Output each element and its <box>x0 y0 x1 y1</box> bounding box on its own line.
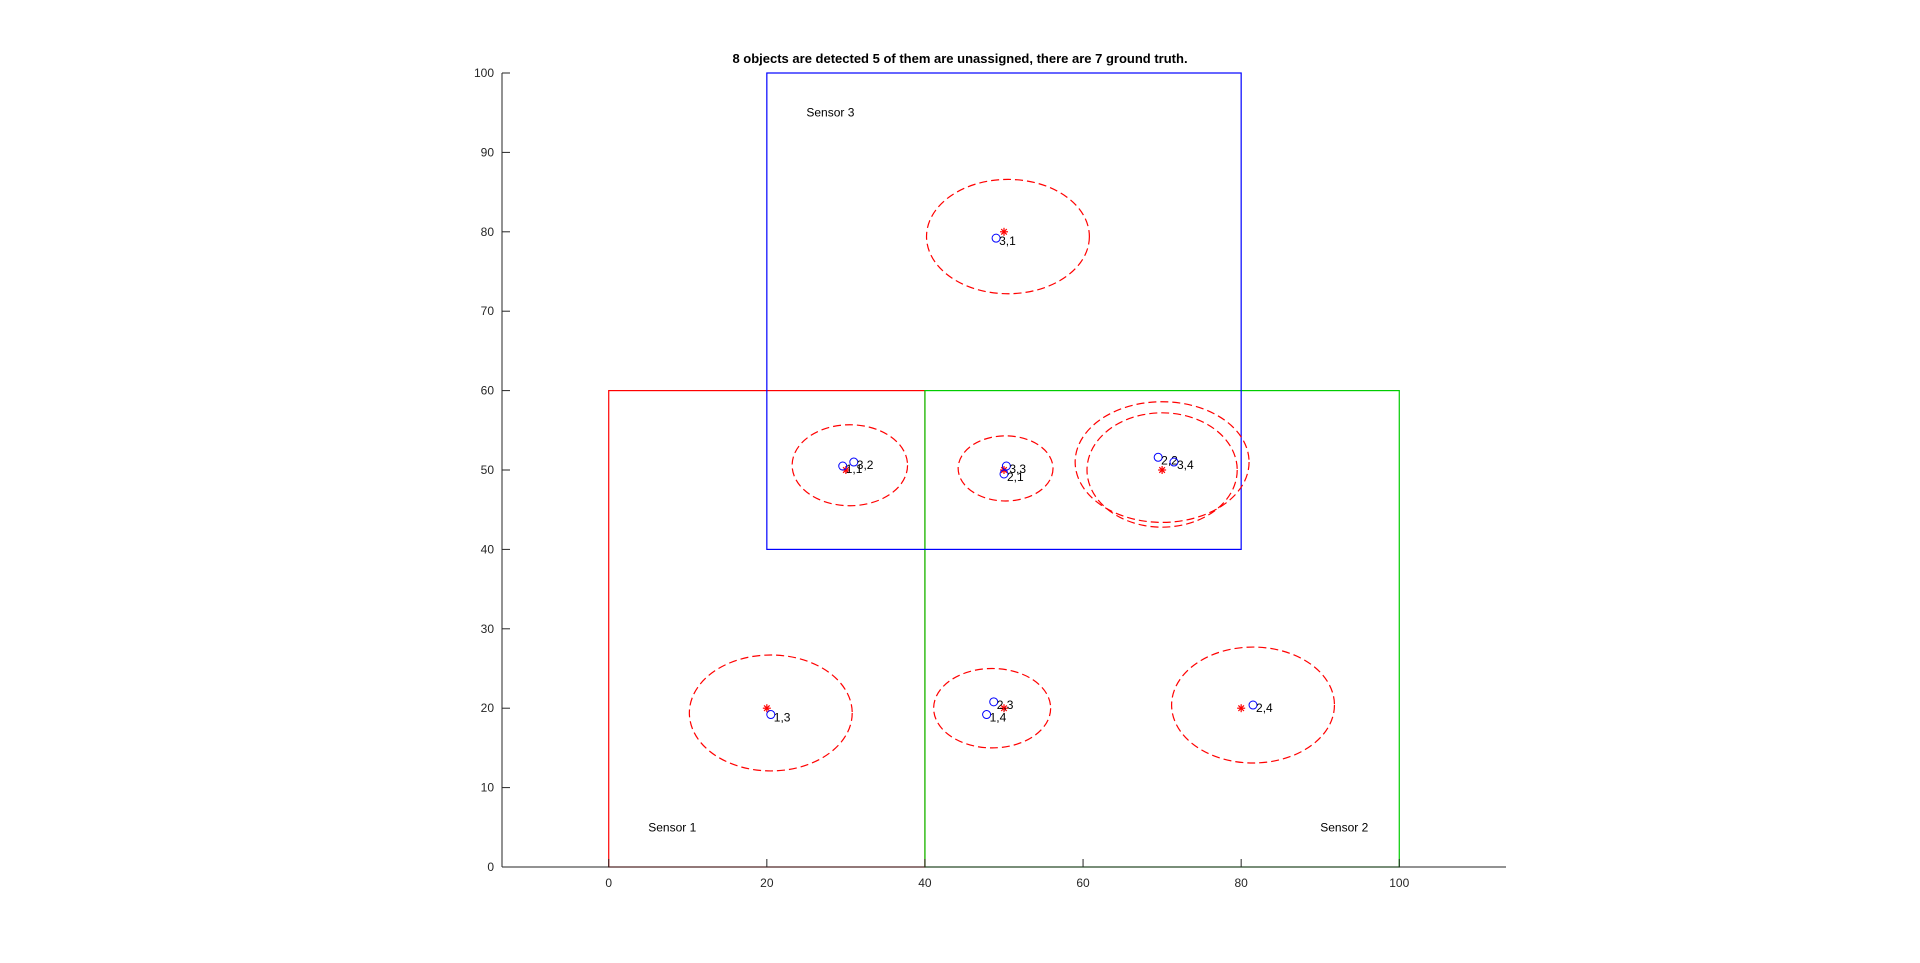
ground-truth-markers <box>762 227 1246 713</box>
ground-truth-stroke <box>1237 704 1245 712</box>
ground-truth-marker <box>1000 704 1008 713</box>
uncertainty-ellipse <box>791 424 909 507</box>
detection-marker <box>999 469 1009 479</box>
uncertainty-ellipse <box>1086 412 1238 528</box>
x-tick-label: 20 <box>760 876 774 890</box>
uncertainty-ellipses <box>688 178 1336 772</box>
ground-truth-stroke <box>763 704 771 712</box>
y-tick-label: 40 <box>481 542 495 556</box>
uncertainty-ellipse <box>957 435 1054 502</box>
uncertainty-ellipse <box>933 667 1052 749</box>
y-tick-label: 80 <box>481 225 495 239</box>
y-tick-label: 60 <box>481 384 495 398</box>
ground-truth-stroke <box>1158 466 1166 474</box>
y-tick-label: 50 <box>481 463 495 477</box>
sensor-label-1: Sensor 1 <box>648 820 696 834</box>
detection-label: 1,4 <box>990 711 1007 725</box>
sensor-region-3 <box>766 72 1242 550</box>
ground-truth-stroke <box>1000 228 1008 236</box>
uncertainty-ellipse <box>688 654 853 772</box>
detection-marker <box>982 710 992 720</box>
uncertainty-ellipse <box>925 178 1090 295</box>
ground-truth-marker <box>762 704 771 713</box>
sensor-label-3: Sensor 3 <box>806 106 854 120</box>
ground-truth-marker <box>1237 704 1246 713</box>
ground-truth-stroke <box>842 466 850 474</box>
detection-marker <box>1001 461 1011 471</box>
detection-marker <box>1153 452 1163 462</box>
ground-truth-marker <box>1158 466 1167 474</box>
detection-label: 1,3 <box>774 711 791 725</box>
y-tick-label: 70 <box>481 304 495 318</box>
x-tick-label: 60 <box>1076 876 1090 890</box>
detection-label: 1,1 <box>846 462 863 476</box>
uncertainty-ellipse <box>1170 646 1336 764</box>
detection-label: 3,4 <box>1177 458 1194 472</box>
detection-label: 3,1 <box>999 234 1016 248</box>
y-tick-label: 0 <box>487 860 494 874</box>
x-tick-label: 100 <box>1389 876 1409 890</box>
y-tick-label: 90 <box>481 145 495 159</box>
detection-marker <box>1248 700 1258 710</box>
x-tick-label: 0 <box>605 876 612 890</box>
x-tick-label: 80 <box>1234 876 1248 890</box>
chart-title: 8 objects are detected 5 of them are una… <box>732 51 1188 66</box>
ground-truth-marker <box>1000 227 1008 236</box>
detection-marker <box>1169 457 1179 467</box>
detection-label: 2,3 <box>997 698 1014 712</box>
detection-label: 3,2 <box>857 458 874 472</box>
detection-label: 2,2 <box>1161 453 1178 467</box>
detection-label: 3,3 <box>1009 462 1026 476</box>
sensor-label-2: Sensor 2 <box>1320 820 1368 834</box>
ground-truth-stroke <box>1000 704 1008 712</box>
detection-marker <box>989 697 999 707</box>
y-tick-label: 100 <box>474 66 494 80</box>
y-tick-label: 10 <box>481 781 495 795</box>
detection-label: 2,4 <box>1256 701 1273 715</box>
y-tick-label: 20 <box>481 701 495 715</box>
x-tick-label: 40 <box>918 876 932 890</box>
y-tick-label: 30 <box>481 622 495 636</box>
detection-marker <box>838 461 848 471</box>
detection-label: 2,1 <box>1007 470 1024 484</box>
detection-marker <box>991 233 1001 243</box>
sensor-regions: Sensor 1 Sensor 2 Sensor 3 <box>608 72 1400 868</box>
uncertainty-ellipse <box>1074 401 1250 524</box>
axes: 0 20 40 60 80 100 0 10 20 30 40 50 60 70 80 90 100 <box>474 66 1506 890</box>
detection-marker <box>766 710 776 720</box>
detection-markers: 1,1 1,3 1,4 2,1 2,2 2,3 2,4 3,1 3,2 3,3 3,4 <box>766 233 1273 725</box>
detection-marker <box>849 457 859 467</box>
